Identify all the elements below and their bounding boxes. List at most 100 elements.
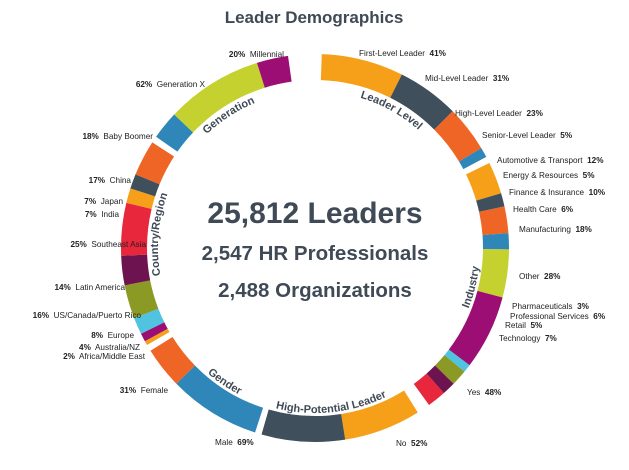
slice-industry-pharmaceuticals bbox=[444, 349, 470, 372]
label-pct: 17% bbox=[89, 176, 106, 185]
label-pct: 62% bbox=[136, 80, 153, 89]
label-name: Manufacturing bbox=[519, 225, 575, 234]
slice-leader-level-mid-level-leader bbox=[390, 74, 453, 130]
label-name: India bbox=[97, 210, 120, 219]
slice-country-region-africa-middle-east bbox=[144, 328, 170, 345]
label-pct: 25% bbox=[70, 240, 87, 249]
label-name: High-Level Leader bbox=[455, 109, 526, 118]
label-high-level-leader: High-Level Leader 23% bbox=[455, 109, 544, 118]
label-india: 7% India bbox=[85, 210, 120, 219]
slice-industry-professional-services bbox=[435, 355, 465, 384]
slice-industry-health-care bbox=[482, 233, 509, 250]
label-pct: 3% bbox=[577, 302, 590, 311]
slice-industry-finance-insurance bbox=[479, 206, 509, 236]
label-pharmaceuticals: Pharmaceuticals 3% bbox=[512, 302, 590, 311]
slice-gender-male bbox=[176, 365, 264, 433]
label-name: Africa/Middle East bbox=[75, 352, 146, 361]
label-name: Pharmaceuticals bbox=[512, 302, 577, 311]
label-name: China bbox=[105, 176, 131, 185]
slice-country-region-us-canada-puerto-rico bbox=[124, 280, 159, 319]
label-professional-services: Professional Services 6% bbox=[510, 312, 606, 321]
label-name: Energy & Resources bbox=[503, 171, 583, 180]
label-retail: Retail 5% bbox=[505, 321, 543, 330]
label-health-care: Health Care 6% bbox=[513, 205, 574, 214]
slice-country-region-southeast-asia bbox=[121, 202, 152, 256]
label-name: No bbox=[396, 439, 411, 448]
label-pct: 5% bbox=[583, 171, 596, 180]
label-name: Millennial bbox=[245, 50, 284, 59]
label-name: Female bbox=[136, 386, 168, 395]
slice-generation-millennial bbox=[256, 55, 292, 88]
label-pct: 12% bbox=[587, 156, 604, 165]
label-japan: 7% Japan bbox=[84, 197, 123, 206]
label-pct: 28% bbox=[544, 272, 561, 281]
label-generation-x: 62% Generation X bbox=[136, 80, 206, 89]
label-pct: 5% bbox=[530, 321, 543, 330]
label-name: Yes bbox=[467, 388, 485, 397]
slice-country-region-japan bbox=[130, 174, 160, 197]
label-name: Technology bbox=[499, 334, 545, 343]
label-name: Professional Services bbox=[510, 312, 593, 321]
slice-generation-generation-x bbox=[174, 62, 265, 133]
slice-industry-other bbox=[448, 290, 503, 366]
label-europe: 8% Europe bbox=[91, 331, 134, 340]
slice-industry-retail bbox=[426, 365, 454, 394]
label-africa-middle-east: 2% Africa/Middle East bbox=[63, 352, 146, 361]
label-name: Europe bbox=[103, 331, 134, 340]
label-first-level-leader: First-Level Leader 41% bbox=[359, 49, 447, 58]
label-pct: 48% bbox=[485, 388, 502, 397]
label-pct: 16% bbox=[33, 311, 50, 320]
label-baby-boomer: 18% Baby Boomer bbox=[82, 132, 153, 141]
label-name: Automotive & Transport bbox=[497, 156, 587, 165]
label-senior-level-leader: Senior-Level Leader 5% bbox=[482, 131, 573, 140]
label-name: Finance & Insurance bbox=[509, 188, 589, 197]
label-pct: 7% bbox=[545, 334, 558, 343]
slice-country-region-latin-america bbox=[121, 254, 151, 286]
label-yes: Yes 48% bbox=[467, 388, 502, 397]
label-manufacturing: Manufacturing 18% bbox=[519, 225, 593, 234]
label-pct: 31% bbox=[493, 74, 510, 83]
center-organizations-count: 2,488 Organizations bbox=[218, 279, 412, 302]
label-energy-resources: Energy & Resources 5% bbox=[503, 171, 595, 180]
label-pct: 8% bbox=[91, 331, 104, 340]
center-summary: 25,812 Leaders 2,547 HR Professionals 2,… bbox=[202, 197, 429, 302]
label-pct: 31% bbox=[120, 386, 137, 395]
slice-leader-level-senior-level-leader bbox=[459, 148, 487, 170]
slice-country-region-europe bbox=[134, 308, 165, 334]
label-finance-insurance: Finance & Insurance 10% bbox=[509, 188, 606, 197]
slice-industry-energy-resources bbox=[476, 193, 505, 212]
label-pct: 2% bbox=[63, 352, 76, 361]
label-name: Australia/NZ bbox=[91, 343, 140, 352]
label-pct: 10% bbox=[589, 188, 606, 197]
label-name: Mid-Level Leader bbox=[425, 74, 493, 83]
label-pct: 18% bbox=[575, 225, 592, 234]
label-latin-america: 14% Latin America bbox=[54, 283, 125, 292]
slice-generation-baby-boomer bbox=[156, 114, 194, 152]
label-mid-level-leader: Mid-Level Leader 31% bbox=[425, 74, 510, 83]
label-pct: 4% bbox=[79, 343, 92, 352]
label-no: No 52% bbox=[396, 439, 428, 448]
slice-high-potential-leader-no bbox=[261, 409, 346, 442]
slice-industry-technology bbox=[413, 373, 444, 405]
label-pct: 52% bbox=[411, 439, 428, 448]
label-pct: 6% bbox=[561, 205, 574, 214]
slice-industry-manufacturing bbox=[477, 249, 509, 298]
slice-country-region-china bbox=[135, 142, 175, 185]
donut-ring bbox=[121, 54, 509, 442]
label-pct: 7% bbox=[84, 197, 97, 206]
label-pct: 18% bbox=[82, 132, 99, 141]
label-name: Latin America bbox=[71, 283, 126, 292]
label-name: Generation X bbox=[152, 80, 205, 89]
label-name: Baby Boomer bbox=[99, 132, 153, 141]
label-name: First-Level Leader bbox=[359, 49, 430, 58]
segment-labels: First-Level Leader 41% Mid-Level Leader 3… bbox=[33, 49, 606, 448]
label-millennial: 20% Millennial bbox=[229, 50, 284, 59]
label-china: 17% China bbox=[89, 176, 132, 185]
chart-title: Leader Demographics bbox=[225, 8, 404, 27]
label-pct: 6% bbox=[593, 312, 606, 321]
label-pct: 69% bbox=[237, 438, 254, 447]
label-male: Male 69% bbox=[215, 438, 254, 447]
slice-country-region-india bbox=[126, 188, 156, 209]
label-name: Other bbox=[519, 272, 544, 281]
